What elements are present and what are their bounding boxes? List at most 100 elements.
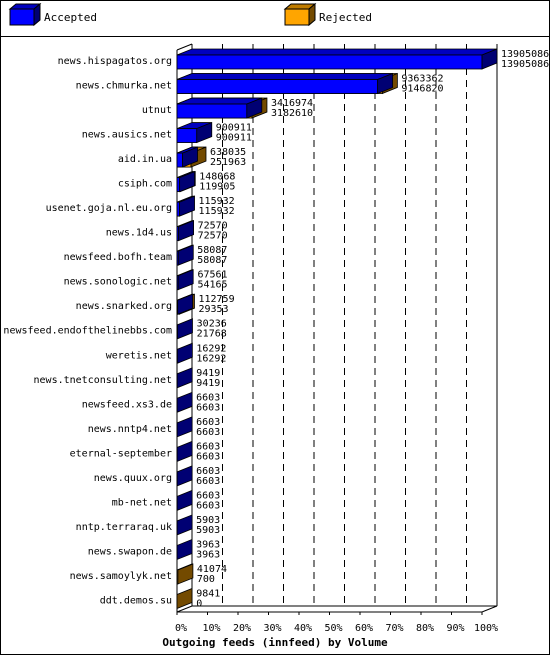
bar-front (176, 128, 198, 143)
value-label-accepted: 6603 (196, 500, 220, 511)
bar-side (177, 318, 193, 340)
bar-side (176, 342, 193, 364)
bar-front (176, 152, 183, 168)
bar-side (179, 171, 196, 193)
bar-side (176, 440, 193, 462)
bar-top (176, 48, 498, 56)
bar-accepted (176, 220, 194, 242)
x-tick-label: 70% (385, 623, 403, 634)
bar-front (176, 54, 483, 70)
value-label-total: 3963 (196, 539, 220, 550)
value-label-total: 9363362 (401, 74, 443, 85)
bar-accepted (176, 416, 193, 438)
bar-front (176, 79, 379, 94)
legend-label: Rejected (319, 11, 372, 24)
bar-side (176, 538, 193, 561)
bar-side (481, 48, 498, 70)
bar-side (182, 146, 198, 168)
value-label-accepted: 119905 (199, 182, 235, 193)
bar-side (176, 587, 193, 610)
y-axis-top (176, 43, 193, 51)
value-label-total: 72570 (198, 221, 228, 232)
value-label-total: 6603 (196, 441, 220, 452)
value-label-total: 112759 (198, 294, 234, 305)
x-tick-label: 60% (355, 623, 373, 634)
bar-accepted (176, 244, 194, 266)
bar-side (377, 72, 394, 95)
value-label-accepted: 58087 (197, 255, 227, 266)
legend: Accepted Rejected (8, 2, 372, 27)
value-label-accepted: 700 (197, 574, 215, 585)
value-label-total: 6603 (196, 490, 220, 501)
bar-side (177, 269, 194, 291)
value-label-total: 638035 (210, 147, 246, 158)
value-label-accepted: 6603 (196, 427, 220, 438)
value-label-accepted: 9146820 (401, 84, 443, 95)
value-label-total: 9841 (196, 588, 220, 599)
value-label-accepted: 3963 (196, 549, 220, 560)
category-label: news.swapon.de (88, 546, 172, 557)
value-label-accepted: 29353 (198, 304, 228, 315)
bar-accepted (176, 587, 193, 610)
x-tick-label: 90% (446, 623, 464, 634)
bar-accepted (176, 48, 498, 70)
value-label-total: 6603 (196, 417, 220, 428)
value-label-total: 6603 (196, 466, 220, 477)
x-tick-label: 50% (324, 623, 342, 634)
x-tick-label: 40% (294, 623, 312, 634)
bar-front (176, 103, 248, 119)
bar-side (177, 293, 194, 315)
legend-swatch (284, 8, 310, 26)
value-label-total: 41074 (197, 564, 227, 575)
category-label: news.ausics.net (82, 130, 172, 141)
category-label: ddt.demos.su (100, 595, 172, 606)
bar-top (176, 73, 393, 80)
bar-accepted (176, 171, 196, 193)
category-label: news.chmurka.net (76, 81, 172, 92)
category-label: aid.in.ua (118, 154, 172, 165)
bar-side (176, 465, 193, 487)
value-label-total: 148068 (199, 172, 235, 183)
bar-accepted (176, 465, 193, 487)
category-label: mb-net.net (112, 497, 172, 508)
value-label-accepted: 6603 (196, 476, 220, 487)
legend-item-accepted: Accepted (8, 2, 97, 27)
bar-side (176, 514, 193, 536)
value-label-total: 30236 (197, 319, 227, 330)
category-label: news.tnetconsulting.net (34, 375, 172, 386)
category-label: csiph.com (118, 179, 172, 190)
value-label-accepted: 900911 (216, 133, 252, 144)
bar-accepted (176, 342, 193, 364)
category-label: news.nntp4.net (88, 424, 172, 435)
value-label-total: 5903 (196, 515, 220, 526)
value-label-total: 900911 (216, 123, 252, 134)
legend-item-rejected: Rejected (283, 2, 372, 27)
chart-title: Outgoing feeds (innfeed) by Volume (162, 636, 388, 649)
bar-side (176, 416, 193, 438)
bar-accepted (176, 367, 193, 389)
x-tick-label: 30% (263, 623, 281, 634)
category-label: usenet.goja.nl.eu.org (46, 203, 172, 214)
bar-accepted (176, 293, 194, 315)
value-label-total: 16292 (196, 343, 226, 354)
bar-accepted (177, 318, 193, 340)
plot-area: 0% 10% 20% 30% 40% 50% 60% 70% 80% 90% 100% news.hi… (3, 43, 549, 634)
bar-rejected (176, 563, 194, 585)
bar-accepted (176, 195, 195, 217)
bar-accepted (176, 391, 193, 413)
value-label-accepted: 13905086 (501, 59, 549, 70)
bar-side (177, 244, 194, 266)
value-label-accepted: 251963 (210, 157, 246, 168)
bar-side (196, 121, 213, 144)
bar-accepted (176, 269, 194, 291)
bar-accepted (176, 72, 394, 95)
value-label-total: 13905086 (501, 49, 549, 60)
value-label-accepted: 54165 (197, 280, 227, 291)
bar-accepted (176, 514, 193, 536)
value-label-accepted: 5903 (196, 525, 220, 536)
category-label: nntp.terraraq.uk (76, 522, 172, 533)
bar-side (246, 97, 263, 119)
category-label: news.snarked.org (76, 301, 172, 312)
